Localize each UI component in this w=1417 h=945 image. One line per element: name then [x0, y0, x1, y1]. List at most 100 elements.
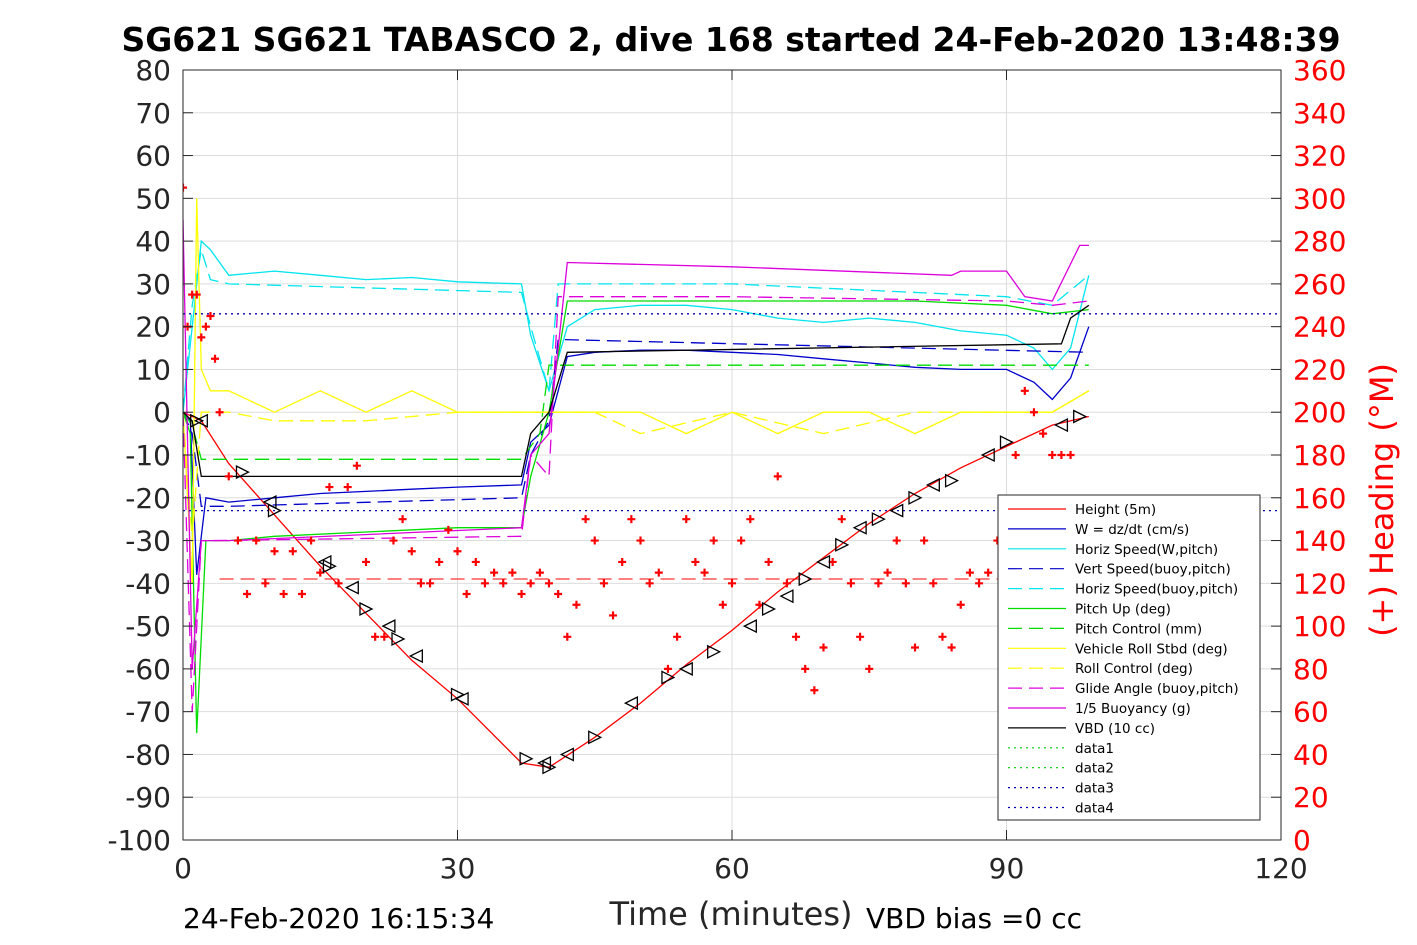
heading-point [499, 579, 508, 588]
triangle-marker [190, 413, 205, 428]
heading-point [1048, 451, 1057, 459]
y2-tick-label: 0 [1293, 824, 1311, 857]
heading-point [801, 664, 810, 673]
heading-point [490, 568, 499, 577]
heading-point [673, 632, 682, 641]
legend-entry: data1 [1075, 741, 1114, 757]
chart-title: SG621 SG621 TABASCO 2, dive 168 started … [121, 20, 1340, 59]
y2-tick-label: 100 [1293, 610, 1346, 643]
heading-point [846, 579, 855, 588]
y-tick-label: -20 [125, 482, 171, 515]
heading-point [416, 579, 425, 588]
heading-point [398, 515, 407, 524]
triangle-marker [322, 559, 337, 574]
y-tick-label: -70 [125, 696, 171, 729]
series-line-8 [183, 390, 1090, 541]
heading-point [407, 547, 416, 556]
legend-entry: Pitch Up (deg) [1075, 602, 1171, 618]
heading-point [352, 461, 361, 470]
heading-point [636, 536, 645, 545]
heading-point [1020, 386, 1029, 395]
heading-point [691, 557, 700, 566]
triangle-marker [381, 619, 396, 634]
triangle-marker [391, 631, 406, 646]
x-tick-label: 30 [440, 852, 476, 885]
heading-point [892, 536, 901, 545]
heading-point [371, 632, 380, 641]
triangle-marker [678, 661, 693, 676]
heading-point [956, 600, 965, 609]
y-tick-label: -100 [107, 824, 171, 857]
y-tick-label: 20 [135, 311, 171, 344]
triangle-marker [816, 554, 831, 569]
triangle-marker [317, 554, 332, 569]
heading-point [183, 183, 187, 192]
y-tick-label: 80 [135, 54, 171, 87]
triangle-marker [944, 473, 960, 488]
heading-point [389, 536, 398, 545]
axis-ticks: 0 30 60 90 12080706050403020100-10-20-30-40-… [107, 54, 1346, 885]
triangle-marker [344, 580, 359, 595]
triangle-marker [908, 490, 923, 505]
y-tick-label: -90 [125, 781, 171, 814]
y2-tick-label: 360 [1293, 54, 1346, 87]
triangle-marker [707, 644, 722, 659]
triangle-marker [889, 503, 904, 518]
heading-point [709, 536, 718, 545]
triangle-marker [999, 435, 1014, 450]
y-tick-label: 30 [135, 268, 171, 301]
heading-point [480, 579, 489, 588]
y-tick-label: -80 [125, 738, 171, 771]
heading-point [810, 686, 819, 695]
triangle-marker [454, 691, 469, 706]
triangle-marker [536, 755, 552, 771]
triangle-marker [779, 589, 794, 604]
series-line-10 [183, 219, 1089, 669]
heading-point [380, 632, 389, 641]
series-line-7 [183, 198, 1090, 584]
y2-tick-label: 40 [1293, 738, 1329, 771]
legend-entry: VBD (10 cc) [1075, 721, 1155, 737]
y-tick-label: -30 [125, 525, 171, 558]
y-tick-label: 10 [135, 353, 171, 386]
legend-entry: Pitch Control (mm) [1075, 621, 1202, 637]
triangle-marker [871, 512, 886, 527]
heading-point [288, 547, 297, 556]
y2-tick-label: 60 [1293, 696, 1329, 729]
heading-point [581, 515, 590, 524]
legend-entry: W = dz/dt (cm/s) [1075, 522, 1189, 538]
heading-point [526, 579, 535, 588]
heading-point [572, 600, 581, 609]
y-tick-label: 70 [135, 97, 171, 130]
heading-point [627, 515, 636, 524]
plot-area [183, 183, 1281, 775]
triangle-marker [559, 747, 574, 762]
y2-tick-label: 140 [1293, 525, 1346, 558]
heading-point [426, 579, 435, 588]
heading-point [618, 557, 627, 566]
heading-point [929, 579, 938, 588]
heading-point [975, 579, 984, 588]
heading-point [297, 590, 306, 599]
heading-point [654, 568, 663, 577]
heading-point [325, 483, 334, 492]
heading-point [554, 590, 563, 599]
heading-point [599, 579, 608, 588]
heading-point [911, 643, 919, 652]
heading-point [645, 579, 654, 588]
legend-entry: Glide Angle (buoy,pitch) [1075, 681, 1239, 697]
y2-tick-label: 20 [1293, 781, 1329, 814]
y2-tick-label: 340 [1293, 97, 1346, 130]
triangle-marker [408, 649, 423, 664]
x-tick-label: 0 [174, 852, 192, 885]
legend-entry: Vehicle Roll Stbd (deg) [1075, 641, 1228, 657]
height-triangle-markers [190, 409, 1088, 775]
heading-point [1039, 429, 1048, 438]
legend-entry: data4 [1075, 801, 1114, 817]
series-line-1 [183, 326, 1090, 575]
y2-tick-label: 260 [1293, 268, 1346, 301]
heading-point [700, 568, 709, 577]
series-line-0 [183, 411, 1089, 768]
heading-point [920, 536, 929, 545]
